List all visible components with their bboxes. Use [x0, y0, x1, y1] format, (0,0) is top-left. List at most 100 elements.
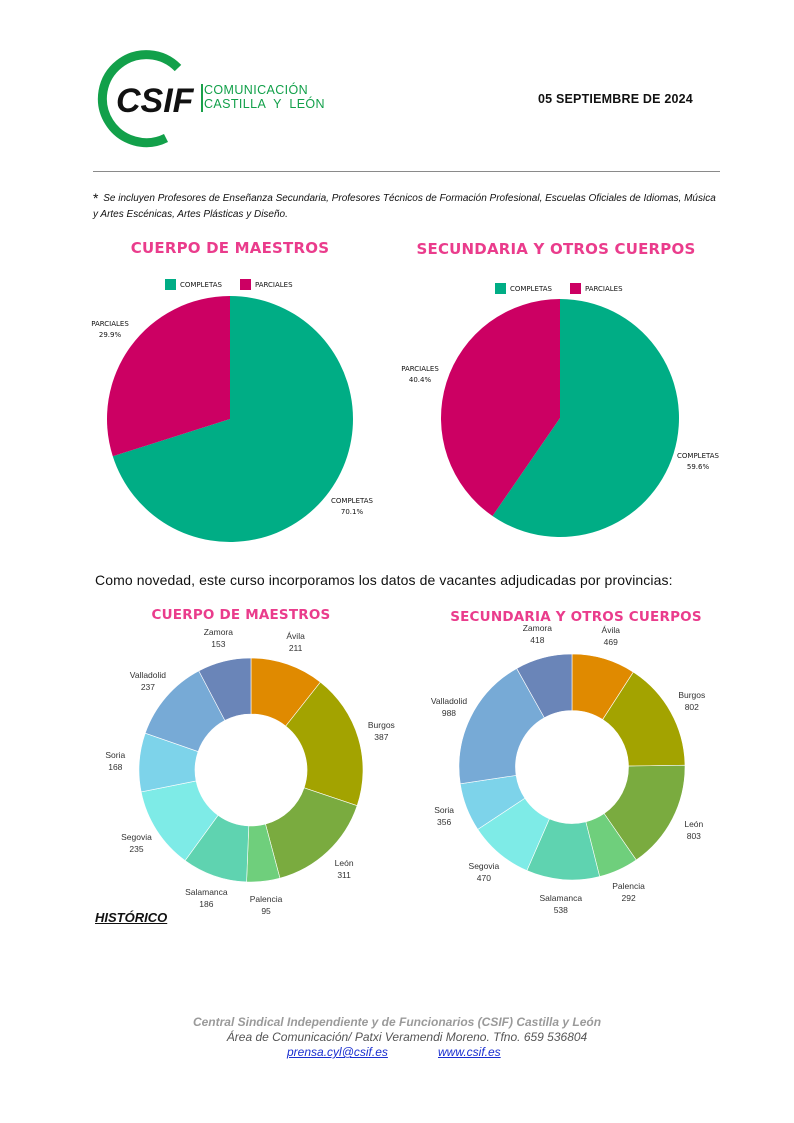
donut2-label-segovia: Segovia 470: [454, 860, 514, 884]
legend-swatch-completas: [495, 283, 506, 294]
donut1-label-palencia: Palencia 95: [236, 893, 296, 917]
donut2-label-salamanca-value: 538: [553, 904, 568, 915]
donut1-label-palencia-name: Palencia: [249, 894, 283, 905]
footer-email-link[interactable]: prensa.cyl@csif.es: [287, 1045, 388, 1059]
donut2-slice-zamora: [516, 653, 573, 719]
document-date: 05 SEPTIEMBRE DE 2024: [538, 92, 693, 106]
legend-label-completas: COMPLETAS: [510, 284, 552, 293]
historico-heading: HISTÓRICO: [95, 910, 168, 925]
donut2-label-avila-name: Ávila: [601, 624, 620, 635]
donut1-label-valladolid-value: 237: [140, 682, 155, 693]
donut2-label-avila-value: 469: [603, 636, 618, 647]
donut2-chart: [458, 653, 686, 881]
donut1-label-zamora-value: 153: [211, 638, 226, 649]
donut1-label-segovia: Segovia 235: [106, 831, 166, 855]
donut1-label-palencia-value: 95: [261, 906, 271, 917]
donut1-label-salamanca-value: 186: [199, 899, 214, 910]
donut2-label-soria-name: Soria: [434, 805, 455, 816]
donut1-title: CUERPO DE MAESTROS: [151, 607, 331, 623]
footnote-text: Se incluyen Profesores de Enseñanza Secu…: [93, 193, 716, 220]
donut2-label-leon-value: 803: [686, 830, 701, 841]
donut2-label-avila: Ávila 469: [581, 624, 641, 648]
donut2-label-leon: León 803: [664, 818, 724, 842]
donut1-label-leon-name: León: [334, 858, 354, 869]
pie1-label-completas-name: COMPLETAS: [331, 497, 373, 505]
donut2-label-valladolid-name: Valladolid: [430, 695, 468, 706]
donut1-label-avila-value: 211: [288, 642, 303, 653]
donut2-label-palencia-name: Palencia: [612, 880, 645, 891]
pie2-label-parciales: PARCIALES 40.4%: [394, 364, 446, 386]
donut2-label-zamora-name: Zamora: [522, 623, 552, 634]
header-divider: [93, 171, 720, 172]
legend-swatch-completas: [165, 279, 176, 290]
donut2-label-segovia-name: Segovia: [468, 860, 500, 871]
logo-divider: [201, 84, 203, 112]
footer-contact: Área de Comunicación/ Patxi Veramendi Mo…: [226, 1030, 588, 1044]
donut1-label-burgos-name: Burgos: [367, 720, 395, 731]
pie2-slice-completas: [492, 299, 679, 537]
legend-swatch-parciales: [569, 283, 581, 294]
logo-wordmark: CSIF: [116, 82, 195, 120]
donut2-label-burgos: Burgos 802: [662, 689, 722, 713]
footnote-star: *: [93, 190, 99, 206]
donut2-label-palencia: Palencia 292: [599, 880, 659, 904]
pie1-title: CUERPO DE MAESTROS: [130, 239, 330, 257]
donut2-label-segovia-value: 470: [476, 872, 491, 883]
donut1-label-avila: Ávila 211: [266, 630, 326, 654]
footer-org: Central Sindical Independiente y de Func…: [192, 1015, 602, 1029]
donut1-label-salamanca: Salamanca 186: [176, 886, 236, 910]
donut1-label-soria: Soria 168: [85, 749, 145, 773]
org-name: COMUNICACIÓN CASTILLA Y LEÓN: [204, 83, 325, 111]
intro-text: Como novedad, este curso incorporamos lo…: [95, 572, 673, 588]
donut2-label-soria: Soria 356: [414, 804, 474, 828]
donut2-label-leon-name: León: [684, 818, 704, 829]
pie2-label-parciales-value: 40.4%: [408, 376, 432, 384]
donut1-label-segovia-name: Segovia: [121, 832, 152, 843]
donut1-label-soria-value: 168: [108, 761, 123, 772]
donut1-label-leon-value: 311: [337, 870, 351, 881]
legend-label-parciales: PARCIALES: [254, 280, 293, 289]
donut1-label-segovia-value: 235: [129, 844, 144, 855]
legend-swatch-parciales: [239, 279, 251, 290]
footer-web-link[interactable]: www.csif.es: [438, 1045, 501, 1059]
donut2-label-soria-value: 356: [437, 817, 452, 828]
donut1-label-leon: León 311: [314, 857, 374, 881]
donut2-label-salamanca-name: Salamanca: [539, 892, 583, 903]
csif-logo: CSIF: [97, 50, 204, 148]
donut2-label-palencia-value: 292: [621, 892, 636, 903]
donut1-label-zamora-name: Zamora: [203, 626, 233, 637]
pie1-label-completas-value: 70.1%: [340, 508, 364, 516]
pie2-slice-parciales: [440, 299, 560, 517]
legend-label-completas: COMPLETAS: [180, 280, 222, 289]
donut2-label-zamora-value: 418: [530, 635, 545, 646]
pie2-label-parciales-name: PARCIALES: [401, 365, 439, 373]
pie1-legend: COMPLETAS PARCIALES: [165, 279, 293, 290]
pie1-label-parciales-name: PARCIALES: [91, 320, 129, 328]
pie2-title: SECUNDARIA Y OTROS CUERPOS: [416, 240, 696, 258]
donut2-label-burgos-value: 802: [684, 701, 699, 712]
org-line-2: CASTILLA Y LEÓN: [204, 97, 325, 111]
donut2-label-valladolid: Valladolid 988: [419, 695, 479, 719]
donut1-label-soria-name: Soria: [105, 749, 126, 760]
pie1-label-completas: COMPLETAS 70.1%: [326, 496, 378, 518]
pie1-label-parciales-value: 29.9%: [98, 331, 122, 339]
donut1-label-salamanca-name: Salamanca: [185, 887, 228, 898]
donut2-slice-valladolid: [458, 668, 545, 785]
donut1-label-zamora: Zamora 153: [188, 626, 248, 650]
donut1-label-avila-name: Ávila: [286, 630, 305, 641]
pie1-label-parciales: PARCIALES 29.9%: [84, 319, 136, 341]
pie2-label-completas-value: 59.6%: [686, 463, 710, 471]
donut2-title: SECUNDARIA Y OTROS CUERPOS: [450, 609, 702, 625]
pie1-chart: [106, 296, 353, 542]
donut1-slice-zamora: [198, 657, 252, 721]
donut1-label-valladolid-name: Valladolid: [129, 670, 167, 681]
pie1-slice-parciales: [106, 296, 230, 457]
pie2-label-completas: COMPLETAS 59.6%: [672, 451, 724, 473]
donut1-label-burgos-value: 387: [374, 732, 389, 743]
donut1-chart: [138, 657, 364, 883]
pie2-chart: [440, 299, 679, 537]
footnote: * Se incluyen Profesores de Enseñanza Se…: [93, 190, 723, 223]
pie1-slice-completas: [112, 296, 353, 542]
legend-label-parciales: PARCIALES: [584, 284, 623, 293]
donut2-label-zamora: Zamora 418: [507, 622, 567, 646]
